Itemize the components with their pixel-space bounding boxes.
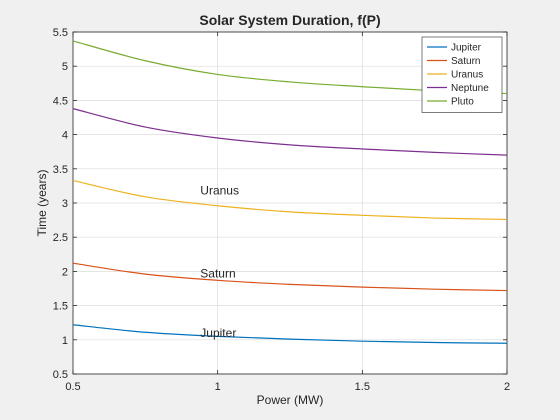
y-tick-label: 5.5 — [53, 27, 68, 39]
legend-entry: Uranus — [451, 70, 483, 81]
legend: Jupiter Saturn Uranus Neptune Pluto — [421, 36, 503, 113]
series-line-saturn — [72, 262, 508, 292]
y-tick-label: 2.5 — [53, 232, 68, 244]
legend-box — [421, 36, 503, 113]
legend-entry: Neptune — [451, 83, 489, 94]
annotation-label: Saturn — [200, 266, 235, 280]
y-tick-label: 2 — [62, 266, 68, 278]
x-axis-label: Power (MW) — [257, 393, 324, 407]
x-tick-label: 0.5 — [65, 381, 80, 393]
y-tick-label: 0.5 — [53, 369, 68, 381]
y-tick-label: 3 — [62, 198, 68, 210]
annotation-label: Jupiter — [200, 326, 236, 340]
x-tick-label: 1 — [215, 381, 221, 393]
y-tick-label: 1.5 — [53, 301, 68, 313]
legend-entry: Saturn — [451, 56, 480, 67]
y-tick-label: 3.5 — [53, 164, 68, 176]
y-tick-label: 5 — [62, 61, 68, 73]
series-line-uranus — [72, 179, 508, 221]
y-tick-label: 4 — [62, 130, 68, 142]
y-tick-label: 4.5 — [53, 95, 68, 107]
series-line-neptune — [72, 108, 508, 156]
plot-area: 0.5 1 1.5 2 0.5 1 1.5 2 2.5 3 3.5 4 4.5 5 5.5 Uranus Sat… — [35, 12, 510, 407]
annotation-label: Uranus — [200, 184, 239, 198]
y-tick-label: 1 — [62, 335, 68, 347]
chart-title: Solar System Duration, f(P) — [199, 12, 380, 28]
x-tick-label: 2 — [504, 381, 510, 393]
legend-entry: Pluto — [451, 97, 474, 108]
x-tick-label: 1.5 — [355, 381, 370, 393]
y-axis-label: Time (years) — [35, 170, 49, 237]
legend-entry: Jupiter — [451, 43, 482, 54]
series-line-jupiter — [72, 324, 508, 344]
